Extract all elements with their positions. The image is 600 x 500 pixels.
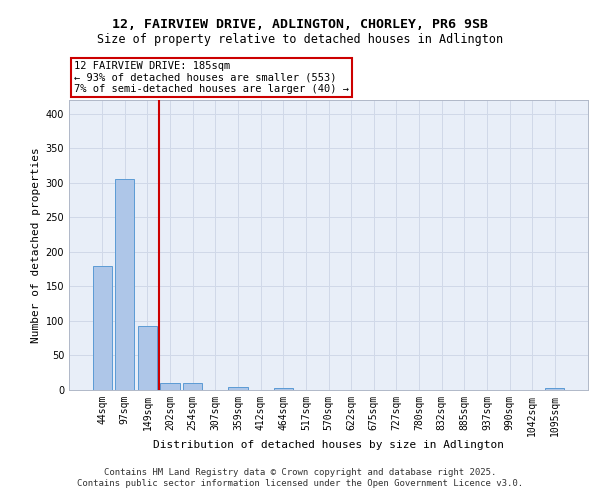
Bar xyxy=(160,383,180,390)
Text: 12 FAIRVIEW DRIVE: 185sqm
← 93% of detached houses are smaller (553)
7% of semi-: 12 FAIRVIEW DRIVE: 185sqm ← 93% of detac… xyxy=(74,61,349,94)
X-axis label: Distribution of detached houses by size in Adlington: Distribution of detached houses by size … xyxy=(153,440,504,450)
Bar xyxy=(274,388,293,390)
Bar xyxy=(92,266,112,390)
Bar xyxy=(183,383,202,390)
Bar xyxy=(115,180,134,390)
Bar xyxy=(229,387,248,390)
Bar xyxy=(545,388,565,390)
Y-axis label: Number of detached properties: Number of detached properties xyxy=(31,147,41,343)
Text: Size of property relative to detached houses in Adlington: Size of property relative to detached ho… xyxy=(97,32,503,46)
Text: Contains HM Land Registry data © Crown copyright and database right 2025.
Contai: Contains HM Land Registry data © Crown c… xyxy=(77,468,523,487)
Text: 12, FAIRVIEW DRIVE, ADLINGTON, CHORLEY, PR6 9SB: 12, FAIRVIEW DRIVE, ADLINGTON, CHORLEY, … xyxy=(112,18,488,30)
Bar xyxy=(138,326,157,390)
